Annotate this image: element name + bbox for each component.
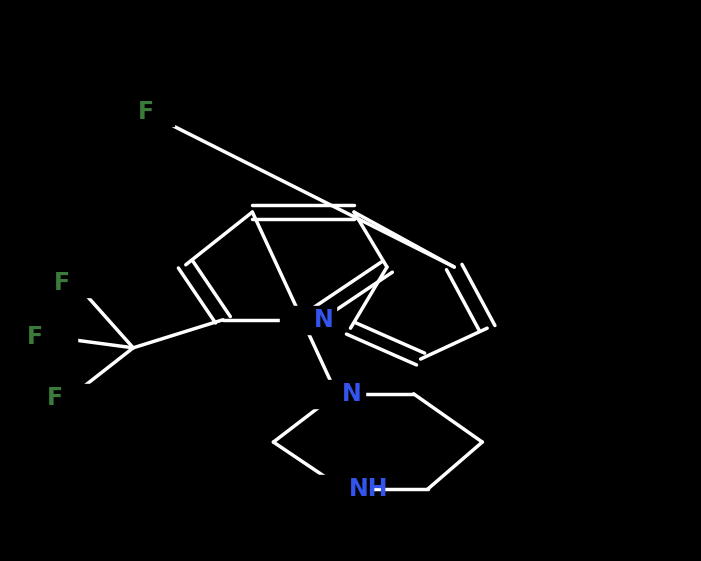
Polygon shape bbox=[280, 306, 336, 334]
Text: NH: NH bbox=[349, 477, 388, 501]
Text: N: N bbox=[314, 308, 334, 332]
Text: N: N bbox=[342, 382, 362, 406]
Polygon shape bbox=[41, 384, 97, 412]
Text: F: F bbox=[54, 272, 70, 295]
Polygon shape bbox=[315, 475, 372, 503]
Text: F: F bbox=[27, 325, 43, 348]
Polygon shape bbox=[118, 98, 174, 126]
Text: F: F bbox=[137, 100, 154, 124]
Polygon shape bbox=[48, 269, 104, 297]
Polygon shape bbox=[21, 323, 77, 351]
Text: F: F bbox=[47, 387, 63, 410]
Polygon shape bbox=[308, 380, 365, 408]
